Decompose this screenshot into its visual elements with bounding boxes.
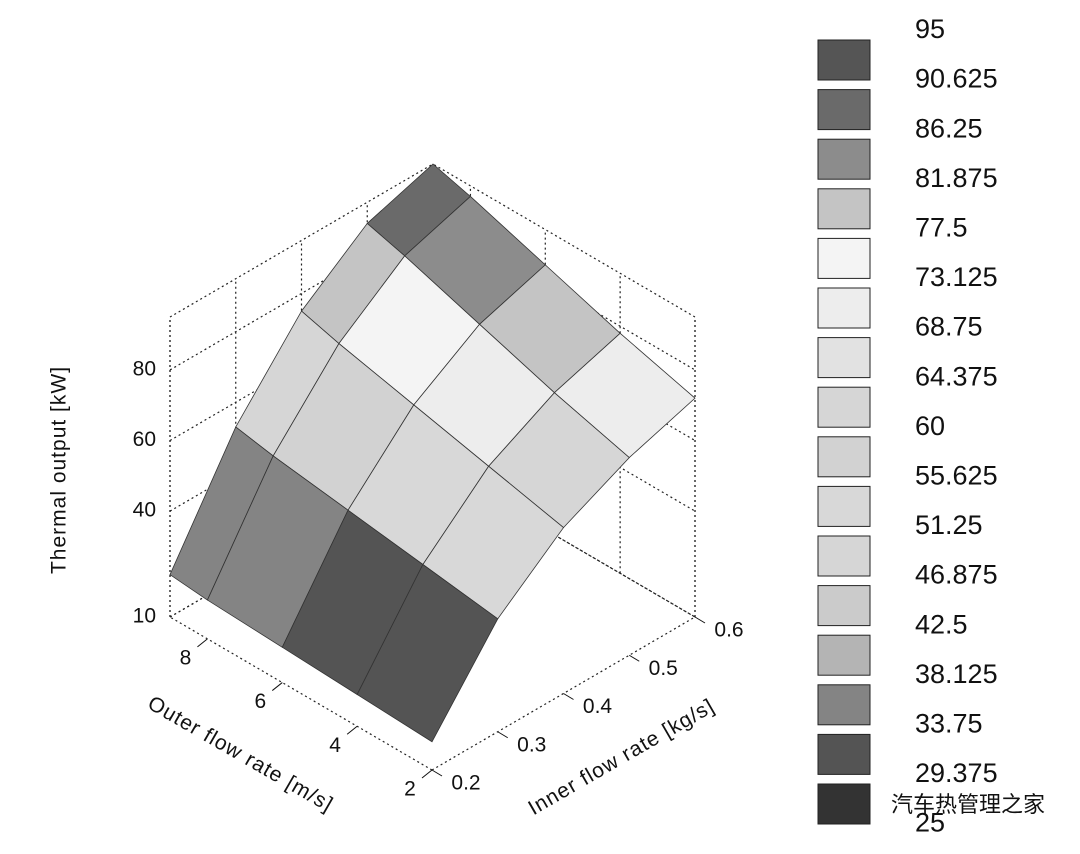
z-axis-title: Thermal output [kW]	[48, 366, 71, 574]
y-tick	[431, 769, 443, 777]
x-tick	[197, 638, 208, 648]
y-tick	[628, 654, 640, 662]
colorbar-label: 38.125	[915, 659, 998, 689]
colorbar-label: 81.875	[915, 163, 998, 193]
colorbar-label: 90.625	[915, 64, 998, 94]
watermark: 汽车热管理之家	[891, 792, 1045, 817]
frame-edge	[169, 163, 434, 318]
colorbar-swatch	[817, 89, 871, 131]
colorbar-label: 73.125	[915, 262, 998, 292]
colorbar-swatch	[817, 684, 871, 726]
y-tick-label: 0.5	[649, 657, 678, 680]
y-tick-label: 0.3	[517, 733, 546, 756]
x-tick-label: 2	[404, 778, 416, 801]
colorbar-label: 42.5	[915, 609, 968, 639]
surface-face	[356, 563, 499, 743]
colorbar-label: 33.75	[915, 709, 983, 739]
colorbar-swatch	[817, 634, 871, 676]
colorbar-swatch	[817, 39, 871, 81]
colorbar-label: 25	[915, 808, 945, 838]
y-tick	[694, 616, 706, 624]
grid-line	[169, 287, 434, 442]
x-tick-label: 4	[329, 734, 341, 757]
colorbar-label: 95	[915, 14, 945, 44]
colorbar-swatch	[817, 436, 871, 478]
x-tick	[421, 769, 433, 779]
x-tick	[346, 725, 358, 735]
frame-edge	[169, 616, 433, 771]
colorbar-swatch	[817, 783, 871, 825]
colorbar-label: 68.75	[915, 312, 983, 342]
colorbar-swatch	[817, 535, 871, 577]
colorbar-swatch	[817, 485, 871, 527]
z-tick-label: 40	[133, 499, 156, 522]
colorbar-swatch	[817, 585, 871, 627]
colorbar-swatch	[817, 237, 871, 279]
frame-edge	[431, 616, 696, 771]
frame-edge	[432, 163, 696, 318]
colorbar-swatch	[817, 287, 871, 329]
z-tick-label: 80	[133, 357, 156, 380]
colorbar-swatch	[817, 733, 871, 775]
y-tick-label: 0.4	[583, 695, 613, 718]
colorbar-swatch	[817, 188, 871, 230]
colorbar-label: 64.375	[915, 361, 998, 391]
colorbar-label: 60	[915, 411, 945, 441]
z-tick-label: 60	[133, 428, 156, 451]
colorbar-label: 86.25	[915, 113, 983, 143]
colorbar-label: 55.625	[915, 461, 998, 491]
colorbar-swatch	[817, 386, 871, 428]
x-tick	[271, 682, 283, 691]
grid-line	[169, 216, 434, 371]
x-tick-label: 6	[254, 690, 266, 713]
x-tick-label: 8	[180, 646, 192, 669]
y-axis-title: Inner flow rate [kg/s]	[524, 694, 718, 819]
y-tick-label: 0.6	[714, 619, 743, 642]
colorbar-label: 51.25	[915, 510, 983, 540]
x-axis-title: Outer flow rate [m/s]	[144, 692, 337, 817]
colorbar-label: 77.5	[915, 213, 968, 243]
y-tick-label: 0.2	[451, 772, 480, 795]
colorbar-label: 29.375	[915, 758, 998, 788]
z-tick-label: 10	[133, 605, 156, 628]
y-tick	[563, 693, 574, 700]
y-tick	[497, 731, 509, 739]
colorbar-swatch	[817, 138, 871, 180]
colorbar-label: 46.875	[915, 560, 998, 590]
colorbar-swatch	[817, 337, 871, 379]
